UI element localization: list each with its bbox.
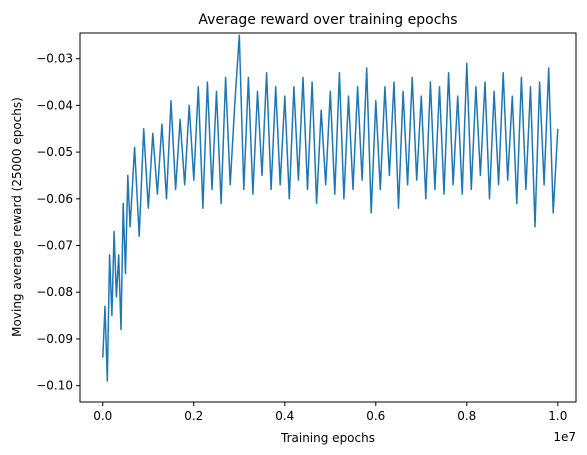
y-tick-label: −0.06 [36,192,73,206]
x-axis-offset-label: 1e7 [553,430,576,444]
y-tick-label: −0.10 [36,379,73,393]
y-axis-label: Moving average reward (25000 epochs) [10,97,24,337]
y-tick-label: −0.09 [36,332,73,346]
series-layer [102,34,559,382]
y-tick-label: −0.04 [36,98,73,112]
y-tick-label: −0.05 [36,145,73,159]
x-tick-label: 0.2 [184,409,203,423]
y-tick-label: −0.07 [36,239,73,253]
plot-area [80,33,576,402]
y-tick-label: −0.03 [36,52,73,66]
series-line-0 [102,34,559,382]
x-axis-ticks: 0.0 0.2 0.4 0.6 0.8 1.0 [93,402,567,423]
y-tick-label: −0.08 [36,285,73,299]
x-axis-label: Training epochs [280,431,375,445]
x-tick-label: 1.0 [548,409,567,423]
x-tick-label: 0.0 [93,409,112,423]
chart-title: Average reward over training epochs [198,12,457,28]
y-axis-ticks: −0.10 −0.09 −0.08 −0.07 −0.06 −0.05 −0.04 −0.03 [36,52,80,393]
x-tick-label: 0.8 [457,409,476,423]
axes-frame [79,32,577,403]
x-tick-label: 0.4 [275,409,294,423]
x-tick-label: 0.6 [366,409,385,423]
